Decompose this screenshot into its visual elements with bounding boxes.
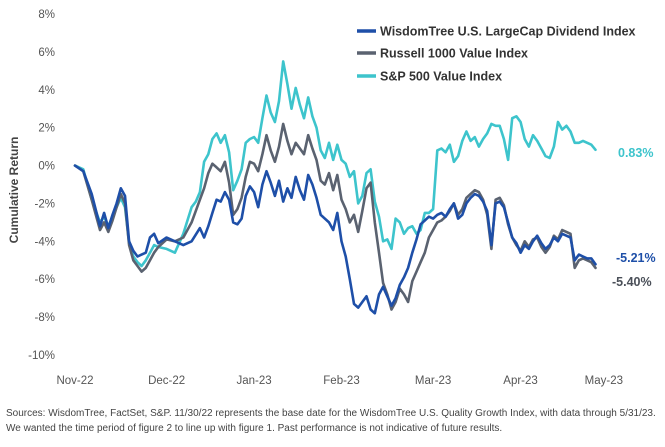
- legend-entry: WisdomTree U.S. LargeCap Dividend Index: [380, 25, 636, 39]
- y-tick-label: -4%: [35, 236, 55, 248]
- end-value-label: -5.40%: [612, 275, 652, 289]
- legend-entry: Russell 1000 Value Index: [380, 47, 528, 61]
- legend-entry: S&P 500 Value Index: [380, 70, 502, 84]
- line-chart: -10% -8% -6% -4% -2% 0% 2% 4% 6% 8% Nov-22 Dec-22 J…: [7, 9, 656, 387]
- x-tick-label: Jan-23: [236, 375, 271, 387]
- x-tick-label: Nov-22: [56, 375, 93, 387]
- series-line-0: [73, 164, 597, 315]
- y-tick-label: 6%: [38, 47, 55, 59]
- end-value-label: -5.21%: [616, 251, 656, 265]
- y-tick-label: 2%: [38, 123, 55, 135]
- y-axis-label: Cumulative Return: [7, 137, 21, 244]
- y-tick-label: -2%: [35, 198, 55, 210]
- y-tick-label: 8%: [38, 9, 55, 21]
- x-tick-label: Dec-22: [148, 375, 185, 387]
- x-tick-label: May-23: [585, 375, 623, 387]
- y-tick-label: 0%: [38, 161, 55, 173]
- x-tick-label: Apr-23: [503, 375, 538, 387]
- x-tick-label: Feb-23: [323, 375, 359, 387]
- y-tick-label: -8%: [35, 312, 55, 324]
- x-tick-label: Mar-23: [415, 375, 451, 387]
- source-note: Sources: WisdomTree, FactSet, S&P. 11/30…: [6, 408, 656, 434]
- y-tick-label: 4%: [38, 85, 55, 97]
- end-value-label: 0.83%: [618, 146, 653, 160]
- y-tick-label: -10%: [28, 350, 55, 362]
- y-tick-label: -6%: [35, 274, 55, 286]
